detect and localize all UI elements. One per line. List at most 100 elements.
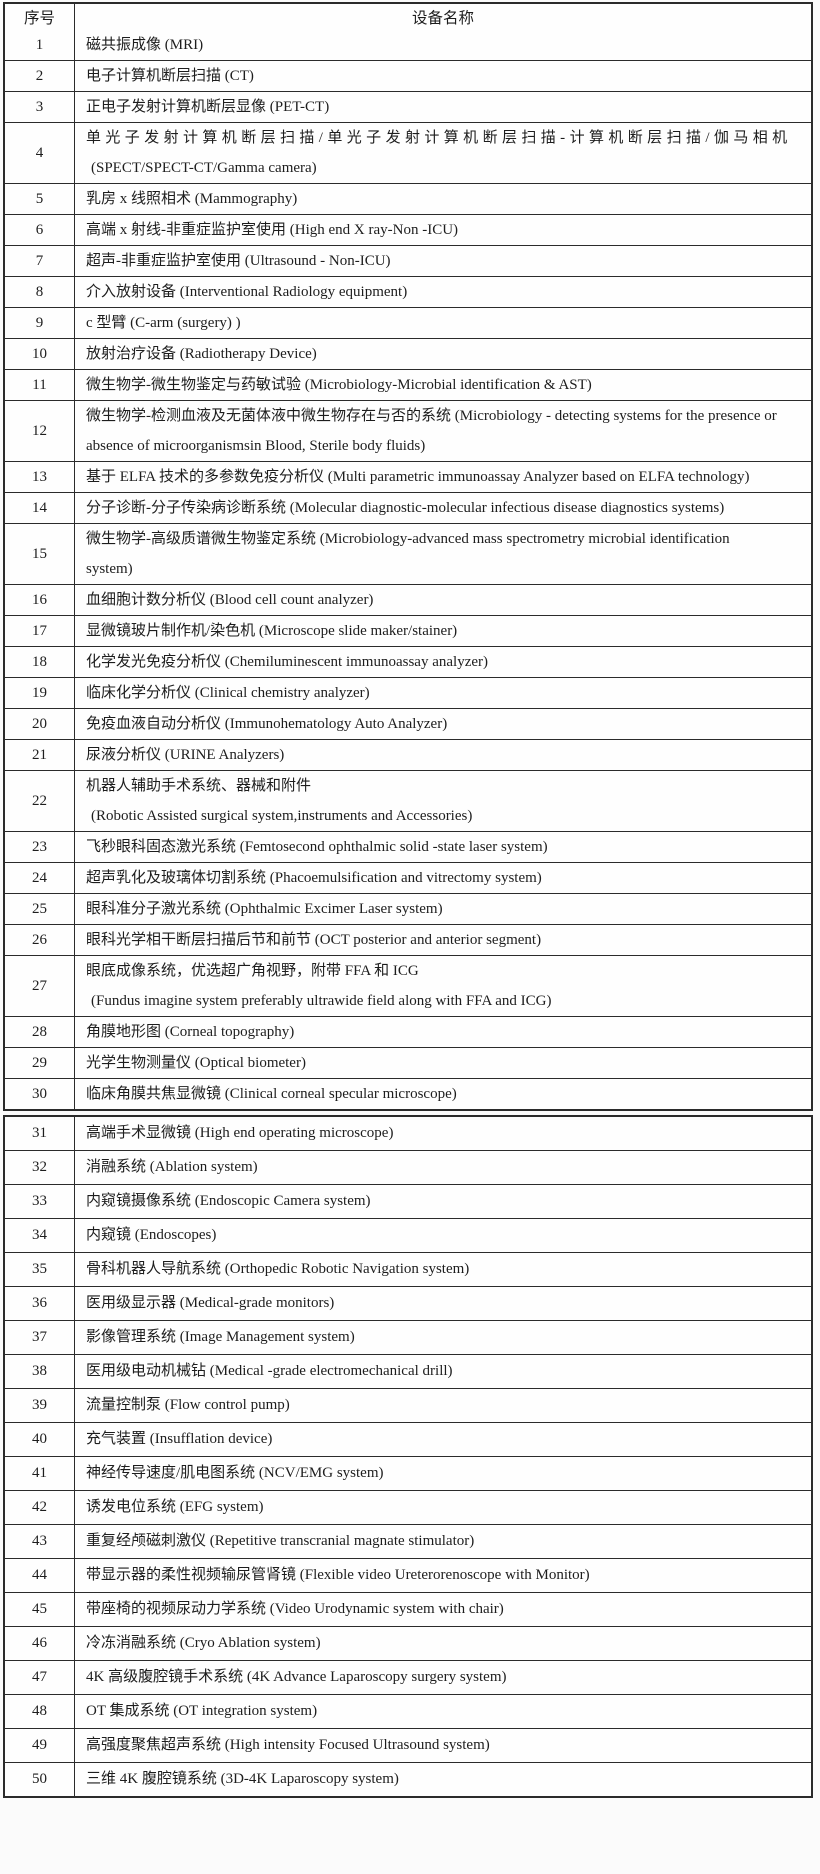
device-name-cell: OT 集成系统 (OT integration system): [75, 1695, 811, 1728]
device-name-line: 电子计算机断层扫描 (CT): [86, 68, 254, 84]
row-number-cell: 23: [5, 832, 75, 862]
row-number-cell: 6: [5, 215, 75, 245]
table-row: 35 骨科机器人导航系统 (Orthopedic Robotic Navigat…: [5, 1252, 811, 1286]
row-number-cell: 20: [5, 709, 75, 739]
device-name-cell: 免疫血液自动分析仪 (Immunohematology Auto Analyze…: [75, 709, 811, 739]
table-row: 26 眼科光学相干断层扫描后节和前节 (OCT posterior and an…: [5, 924, 811, 955]
device-name-cell: 化学发光免疫分析仪 (Chemiluminescent immunoassay …: [75, 647, 811, 677]
device-name-cell: 电子计算机断层扫描 (CT): [75, 61, 811, 91]
device-name-line: 充气装置 (Insufflation device): [86, 1431, 273, 1447]
device-name-cell: 角膜地形图 (Corneal topography): [75, 1017, 811, 1047]
row-number-cell: 12: [5, 401, 75, 461]
table-row: 30 临床角膜共焦显微镜 (Clinical corneal specular …: [5, 1078, 811, 1109]
page-break: [3, 1111, 813, 1115]
device-name-cell: 骨科机器人导航系统 (Orthopedic Robotic Navigation…: [75, 1253, 811, 1286]
device-name-cell: 尿液分析仪 (URINE Analyzers): [75, 740, 811, 770]
table-row: 5 乳房 x 线照相术 (Mammography): [5, 183, 811, 214]
table-header-row: 序号 设备名称: [5, 4, 811, 30]
row-number-cell: 31: [5, 1117, 75, 1150]
device-name-line: 眼科光学相干断层扫描后节和前节 (OCT posterior and anter…: [86, 932, 542, 948]
device-name-cell: 光学生物测量仪 (Optical biometer): [75, 1048, 811, 1078]
table-row: 11 微生物学-微生物鉴定与药敏试验 (Microbiology-Microbi…: [5, 369, 811, 400]
device-name-line: 免疫血液自动分析仪 (Immunohematology Auto Analyze…: [86, 716, 448, 732]
device-name-cell: 眼科准分子激光系统 (Ophthalmic Excimer Laser syst…: [75, 894, 811, 924]
table-row: 17 显微镜玻片制作机/染色机 (Microscope slide maker/…: [5, 615, 811, 646]
device-name-cell: 内窥镜 (Endoscopes): [75, 1219, 811, 1252]
table-row: 22 机器人辅助手术系统、器械和附件 (Robotic Assisted surg…: [5, 770, 811, 831]
device-name-cell: 带座椅的视频尿动力学系统 (Video Urodynamic system wi…: [75, 1593, 811, 1626]
device-name-cell: 诱发电位系统 (EFG system): [75, 1491, 811, 1524]
row-number-cell: 30: [5, 1079, 75, 1109]
row-number-cell: 45: [5, 1593, 75, 1626]
device-name-cell: 眼底成像系统，优选超广角视野，附带 FFA 和 ICG (Fundus imagi…: [75, 956, 811, 1016]
device-name-cell: 机器人辅助手术系统、器械和附件 (Robotic Assisted surgica…: [75, 771, 811, 831]
device-name-cell: 血细胞计数分析仪 (Blood cell count analyzer): [75, 585, 811, 615]
device-name-line: 流量控制泵 (Flow control pump): [86, 1397, 290, 1413]
device-name-cell: 放射治疗设备 (Radiotherapy Device): [75, 339, 811, 369]
table-body-page-1: 1 磁共振成像 (MRI) 2 电子计算机断层扫描 (CT) 3 正电子发射计算…: [5, 30, 811, 1109]
table-row: 44 带显示器的柔性视频输尿管肾镜 (Flexible video Ureter…: [5, 1558, 811, 1592]
row-number-cell: 24: [5, 863, 75, 893]
table-row: 8 介入放射设备 (Interventional Radiology equip…: [5, 276, 811, 307]
device-name-cell: 眼科光学相干断层扫描后节和前节 (OCT posterior and anter…: [75, 925, 811, 955]
row-number-cell: 44: [5, 1559, 75, 1592]
row-number-cell: 8: [5, 277, 75, 307]
row-number-cell: 17: [5, 616, 75, 646]
table-row: 9 c 型臂 (C-arm (surgery) ): [5, 307, 811, 338]
table-row: 13 基于 ELFA 技术的多参数免疫分析仪 (Multi parametric…: [5, 461, 811, 492]
device-name-line: 角膜地形图 (Corneal topography): [86, 1024, 295, 1040]
table-row: 21 尿液分析仪 (URINE Analyzers): [5, 739, 811, 770]
table-row: 27 眼底成像系统，优选超广角视野，附带 FFA 和 ICG (Fundus im…: [5, 955, 811, 1016]
device-name-cell: 神经传导速度/肌电图系统 (NCV/EMG system): [75, 1457, 811, 1490]
table-row: 31 高端手术显微镜 (High end operating microscop…: [5, 1117, 811, 1150]
device-name-line: 高端 x 射线-非重症监护室使用 (High end X ray-Non -IC…: [86, 222, 459, 238]
device-name-cell: 冷冻消融系统 (Cryo Ablation system): [75, 1627, 811, 1660]
device-name-line: 消融系统 (Ablation system): [86, 1159, 258, 1175]
device-name-line: 介入放射设备 (Interventional Radiology equipme…: [86, 284, 408, 300]
device-name-cell: 微生物学-检测血液及无菌体液中微生物存在与否的系统 (Microbiology …: [75, 401, 811, 461]
device-name-line: c 型臂 (C-arm (surgery) ): [86, 315, 241, 331]
device-name-line: 带显示器的柔性视频输尿管肾镜 (Flexible video Ureterore…: [86, 1567, 590, 1583]
device-name-cell: 超声-非重症监护室使用 (Ultrasound - Non-ICU): [75, 246, 811, 276]
device-name-cell: c 型臂 (C-arm (surgery) ): [75, 308, 811, 338]
device-name-cell: 高端手术显微镜 (High end operating microscope): [75, 1117, 811, 1150]
table-row: 10 放射治疗设备 (Radiotherapy Device): [5, 338, 811, 369]
equipment-table-document: 序号 设备名称 1 磁共振成像 (MRI) 2 电子计算机断层扫描 (CT) 3…: [3, 2, 813, 1798]
table-row: 42 诱发电位系统 (EFG system): [5, 1490, 811, 1524]
row-number-cell: 14: [5, 493, 75, 523]
device-name-line: 正电子发射计算机断层显像 (PET-CT): [86, 99, 330, 115]
row-number-cell: 40: [5, 1423, 75, 1456]
row-number-cell: 7: [5, 246, 75, 276]
row-number-cell: 36: [5, 1287, 75, 1320]
device-name-cell: 临床化学分析仪 (Clinical chemistry analyzer): [75, 678, 811, 708]
device-name-line: 高端手术显微镜 (High end operating microscope): [86, 1125, 394, 1141]
row-number-cell: 48: [5, 1695, 75, 1728]
row-number-cell: 13: [5, 462, 75, 492]
table-row: 40 充气装置 (Insufflation device): [5, 1422, 811, 1456]
row-number-cell: 19: [5, 678, 75, 708]
device-name-line: 医用级电动机械钻 (Medical -grade electromechanic…: [86, 1363, 453, 1379]
device-name-line: 放射治疗设备 (Radiotherapy Device): [86, 346, 317, 362]
table-row: 18 化学发光免疫分析仪 (Chemiluminescent immunoass…: [5, 646, 811, 677]
row-number-cell: 28: [5, 1017, 75, 1047]
table-row: 6 高端 x 射线-非重症监护室使用 (High end X ray-Non -…: [5, 214, 811, 245]
device-name-cell: 4K 高级腹腔镜手术系统 (4K Advance Laparoscopy sur…: [75, 1661, 811, 1694]
device-name-cell: 带显示器的柔性视频输尿管肾镜 (Flexible video Ureterore…: [75, 1559, 811, 1592]
device-name-line: 冷冻消融系统 (Cryo Ablation system): [86, 1635, 321, 1651]
row-number-cell: 34: [5, 1219, 75, 1252]
device-name-line: 临床化学分析仪 (Clinical chemistry analyzer): [86, 685, 370, 701]
table-row: 15 微生物学-高级质谱微生物鉴定系统 (Microbiology-advanc…: [5, 523, 811, 584]
device-name-cell: 分子诊断-分子传染病诊断系统 (Molecular diagnostic-mol…: [75, 493, 811, 523]
table-row: 39 流量控制泵 (Flow control pump): [5, 1388, 811, 1422]
device-name-line: OT 集成系统 (OT integration system): [86, 1703, 318, 1719]
row-number-cell: 37: [5, 1321, 75, 1354]
device-name-cell: 正电子发射计算机断层显像 (PET-CT): [75, 92, 811, 122]
row-number-cell: 2: [5, 61, 75, 91]
device-name-line: 神经传导速度/肌电图系统 (NCV/EMG system): [86, 1465, 384, 1481]
device-name-line: system): [86, 561, 133, 577]
device-name-line: 光学生物测量仪 (Optical biometer): [86, 1055, 306, 1071]
device-name-cell: 单光子发射计算机断层扫描/单光子发射计算机断层扫描-计算机断层扫描/伽马相机 (S…: [75, 123, 811, 183]
row-number-cell: 29: [5, 1048, 75, 1078]
device-name-cell: 医用级电动机械钻 (Medical -grade electromechanic…: [75, 1355, 811, 1388]
table-row: 49 高强度聚焦超声系统 (High intensity Focused Ult…: [5, 1728, 811, 1762]
